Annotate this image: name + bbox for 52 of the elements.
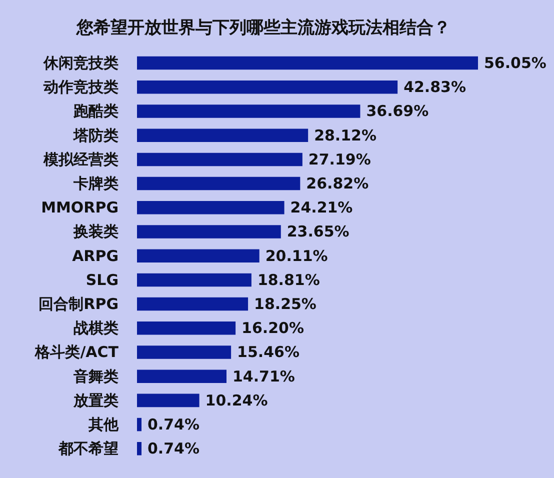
chart-title: 您希望开放世界与下列哪些主流游戏玩法相结合？ bbox=[76, 18, 450, 38]
data-label: 20.11% bbox=[265, 246, 328, 265]
bar bbox=[137, 104, 360, 118]
data-label: 28.12% bbox=[314, 126, 376, 144]
bar bbox=[137, 442, 142, 456]
y-tick-label: ARPG bbox=[72, 246, 119, 265]
data-label: 16.20% bbox=[242, 319, 304, 338]
bar bbox=[137, 176, 300, 190]
data-label: 10.24% bbox=[205, 391, 268, 410]
y-tick-label: 战棋类 bbox=[74, 319, 119, 338]
bar bbox=[137, 418, 142, 432]
bar bbox=[137, 322, 236, 335]
y-tick-label: 跑酷类 bbox=[72, 102, 119, 120]
bar bbox=[137, 249, 260, 262]
bar bbox=[137, 370, 226, 383]
data-label: 0.74% bbox=[148, 440, 200, 458]
bar bbox=[137, 128, 308, 142]
bar bbox=[137, 346, 232, 359]
data-label: 24.21% bbox=[290, 198, 353, 217]
y-tick-label: 卡牌类 bbox=[72, 174, 119, 193]
bar bbox=[137, 394, 200, 408]
y-tick-label: 模拟经营类 bbox=[42, 150, 119, 168]
data-label: 42.83% bbox=[404, 78, 466, 96]
data-label: 36.69% bbox=[366, 102, 429, 120]
y-tick-label: 音舞类 bbox=[72, 367, 119, 386]
bar bbox=[137, 273, 252, 287]
data-label: 18.25% bbox=[254, 295, 316, 314]
y-tick-label: MMORPG bbox=[41, 198, 119, 217]
y-tick-label: 都不希望 bbox=[58, 440, 119, 458]
bar bbox=[137, 80, 398, 94]
data-label: 56.05% bbox=[484, 54, 546, 72]
y-tick-label: 休闲竞技类 bbox=[42, 54, 119, 72]
data-label: 18.81% bbox=[257, 270, 320, 289]
data-label: 27.19% bbox=[308, 150, 371, 168]
y-tick-label: 格斗类/ACT bbox=[34, 343, 120, 362]
data-label: 0.74% bbox=[148, 416, 200, 434]
bar bbox=[137, 56, 478, 70]
data-label: 14.71% bbox=[232, 367, 295, 386]
y-tick-label: 塔防类 bbox=[72, 126, 119, 144]
data-label: 15.46% bbox=[237, 343, 300, 362]
y-tick-label: SLG bbox=[86, 270, 119, 289]
y-tick-label: 其他 bbox=[88, 416, 120, 434]
y-tick-label: 动作竞技类 bbox=[42, 78, 119, 96]
y-tick-label: 换装类 bbox=[72, 222, 119, 241]
y-tick-label: 放置类 bbox=[72, 391, 119, 410]
bar bbox=[137, 201, 284, 214]
bar bbox=[137, 225, 281, 238]
data-label: 26.82% bbox=[306, 174, 369, 193]
data-label: 23.65% bbox=[286, 222, 350, 241]
bar bbox=[137, 297, 248, 311]
bar bbox=[137, 152, 302, 166]
y-tick-label: 回合制RPG bbox=[38, 295, 119, 314]
